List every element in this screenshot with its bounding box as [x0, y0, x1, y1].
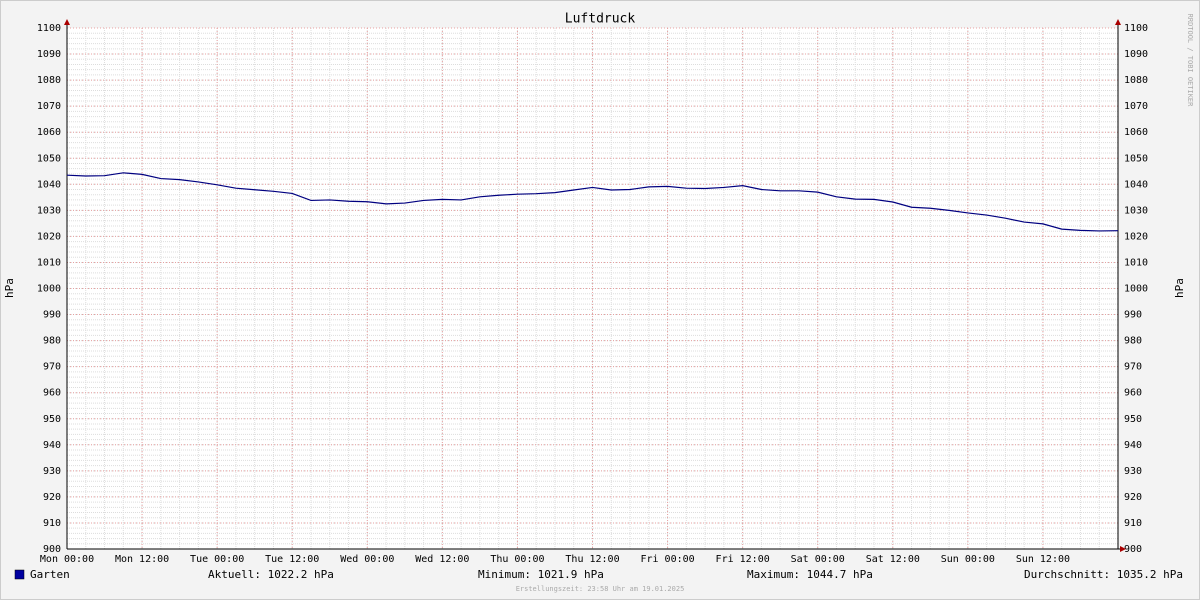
legend-label: Garten [30, 568, 70, 581]
axis-arrow [1115, 19, 1121, 25]
y-axis-label: hPa [3, 278, 16, 298]
x-tick-label: Thu 12:00 [565, 554, 619, 565]
y2-tick-label: 930 [1124, 466, 1142, 477]
x-tick-label: Mon 00:00 [40, 554, 94, 565]
y2-tick-label: 1040 [1124, 179, 1148, 190]
y-tick-label: 940 [43, 440, 61, 451]
y2-tick-label: 1030 [1124, 205, 1148, 216]
x-tick-label: Wed 00:00 [340, 554, 394, 565]
x-tick-label: Tue 00:00 [190, 554, 244, 565]
y-tick-label: 960 [43, 388, 61, 399]
y2-tick-label: 1090 [1124, 49, 1148, 60]
y-tick-label: 970 [43, 362, 61, 373]
y2-tick-label: 1000 [1124, 284, 1148, 295]
y-tick-label: 1070 [37, 101, 61, 112]
y-tick-label: 1090 [37, 49, 61, 60]
x-tick-label: Sat 12:00 [866, 554, 920, 565]
y-tick-label: 900 [43, 544, 61, 555]
y-tick-label: 1080 [37, 75, 61, 86]
y-tick-label: 1100 [37, 23, 61, 34]
axis-arrow [1120, 546, 1126, 552]
y-tick-label: 1050 [37, 153, 61, 164]
stat: Aktuell: 1022.2 hPa [208, 568, 334, 581]
footer: Erstellungszeit: 23:58 Uhr am 19.01.2025 [516, 585, 685, 593]
y2-tick-label: 1020 [1124, 231, 1148, 242]
y-tick-label: 980 [43, 336, 61, 347]
x-tick-label: Tue 12:00 [265, 554, 319, 565]
y2-tick-label: 940 [1124, 440, 1142, 451]
x-tick-label: Fri 00:00 [640, 554, 694, 565]
stat: Maximum: 1044.7 hPa [747, 568, 873, 581]
y-tick-label: 950 [43, 414, 61, 425]
x-tick-label: Wed 12:00 [415, 554, 469, 565]
y-tick-label: 1030 [37, 205, 61, 216]
legend-swatch [14, 569, 25, 580]
y-tick-label: 1040 [37, 179, 61, 190]
y-tick-label: 930 [43, 466, 61, 477]
y2-tick-label: 990 [1124, 310, 1142, 321]
y2-tick-label: 1060 [1124, 127, 1148, 138]
stat: Durchschnitt: 1035.2 hPa [1024, 568, 1183, 581]
y2-tick-label: 980 [1124, 336, 1142, 347]
y-tick-label: 920 [43, 492, 61, 503]
x-tick-label: Mon 12:00 [115, 554, 169, 565]
y2-tick-label: 960 [1124, 388, 1142, 399]
y2-tick-label: 900 [1124, 544, 1142, 555]
y2-axis-label: hPa [1173, 278, 1186, 298]
x-tick-label: Thu 00:00 [490, 554, 544, 565]
y2-tick-label: 920 [1124, 492, 1142, 503]
y-tick-label: 1060 [37, 127, 61, 138]
axis-arrow [64, 19, 70, 25]
y2-tick-label: 1100 [1124, 23, 1148, 34]
chart-title: Luftdruck [565, 12, 636, 27]
y2-tick-label: 1050 [1124, 153, 1148, 164]
watermark: RRDTOOL / TOBI OETIKER [1186, 14, 1194, 108]
y-tick-label: 1000 [37, 284, 61, 295]
x-tick-label: Fri 12:00 [716, 554, 770, 565]
x-tick-label: Sun 12:00 [1016, 554, 1070, 565]
x-tick-label: Sat 00:00 [791, 554, 845, 565]
y-tick-label: 1020 [37, 231, 61, 242]
y2-tick-label: 1010 [1124, 257, 1148, 268]
y-tick-label: 910 [43, 518, 61, 529]
y2-tick-label: 950 [1124, 414, 1142, 425]
y2-tick-label: 1080 [1124, 75, 1148, 86]
stat: Minimum: 1021.9 hPa [478, 568, 604, 581]
x-tick-label: Sun 00:00 [941, 554, 995, 565]
data-line [66, 172, 1119, 232]
y2-tick-label: 1070 [1124, 101, 1148, 112]
y-tick-label: 1010 [37, 257, 61, 268]
y2-tick-label: 910 [1124, 518, 1142, 529]
y-tick-label: 990 [43, 310, 61, 321]
y2-tick-label: 970 [1124, 362, 1142, 373]
